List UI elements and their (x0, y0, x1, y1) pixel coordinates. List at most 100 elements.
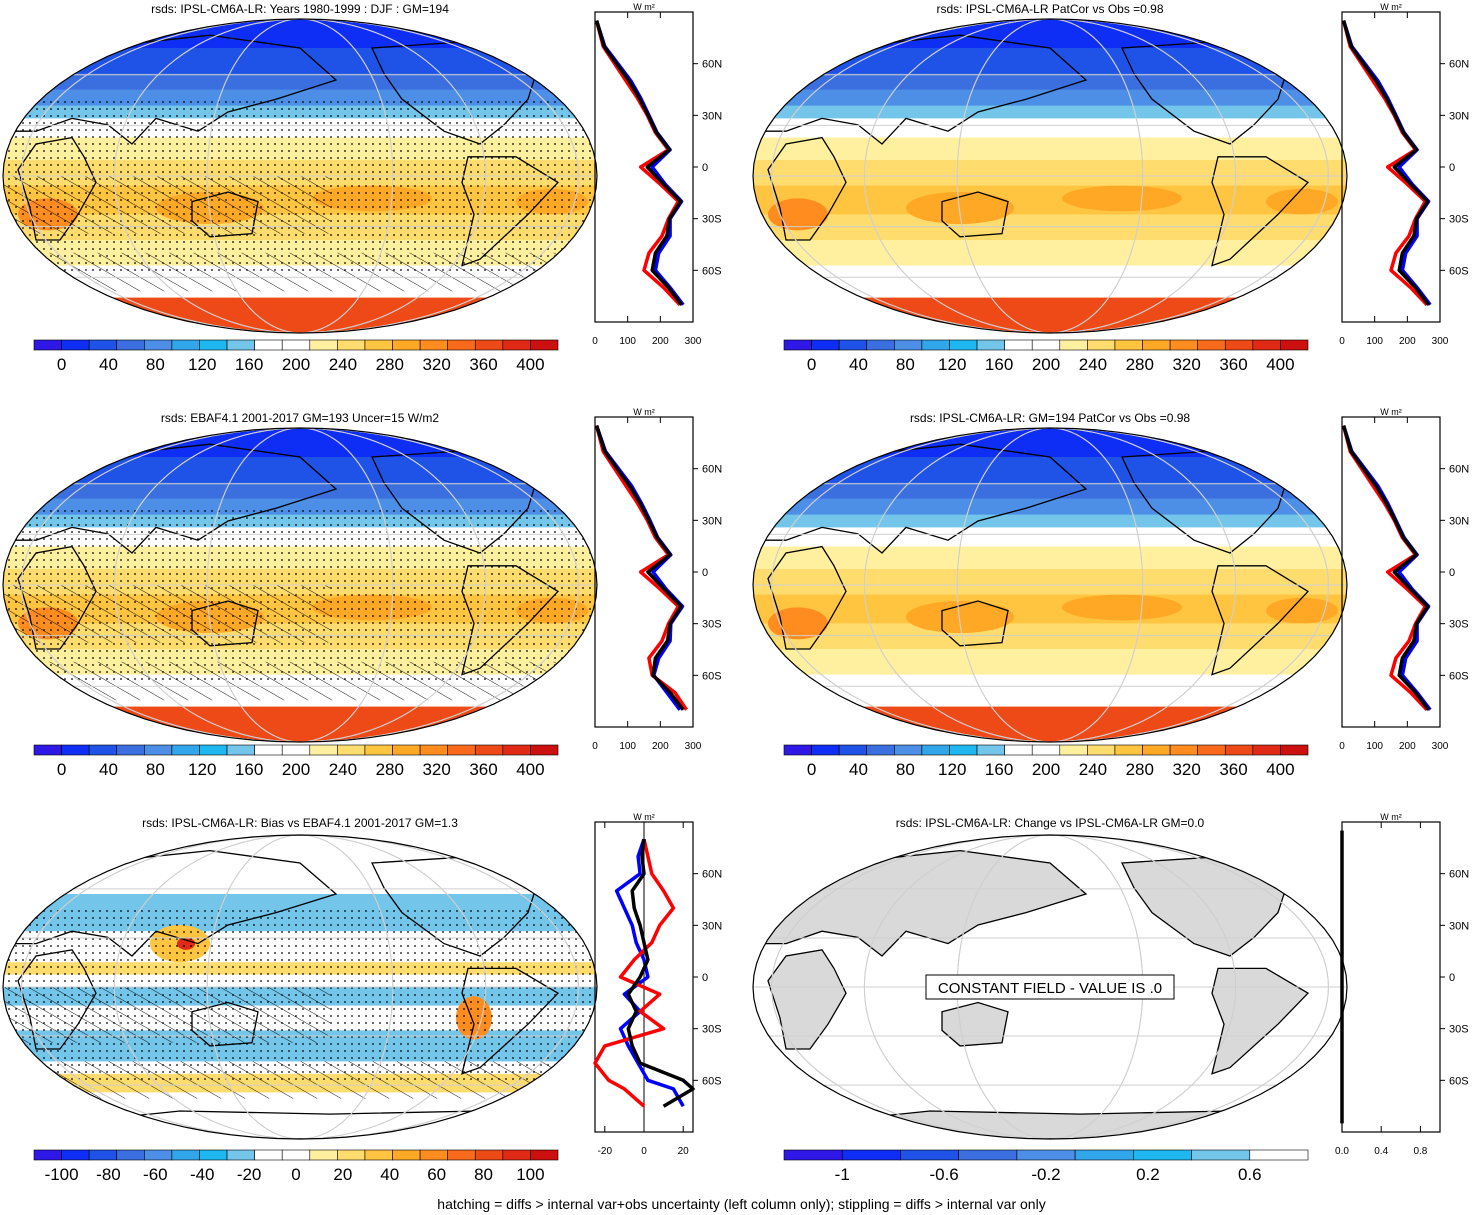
lat-label: 30S (1449, 1024, 1469, 1036)
colorbar-swatch (309, 1149, 338, 1161)
colorbar-swatch (1133, 1149, 1192, 1161)
colorbar-swatch (1224, 744, 1254, 756)
graticule-meridian (113, 428, 487, 742)
field-band (753, 89, 1347, 107)
colorbar-swatch (254, 1149, 283, 1161)
graticule-meridian (863, 835, 1237, 1139)
colorbar-swatch (530, 1149, 559, 1161)
panel-3: rsds: EBAF4.1 2001-2017 GM=193 Uncer=15 … (0, 405, 740, 805)
panel-5: rsds: IPSL-CM6A-LR: Bias vs EBAF4.1 2001… (0, 810, 740, 1195)
colorbar-swatch (838, 744, 868, 756)
colorbar-swatch (364, 339, 393, 351)
colorbar-tick-label: -20 (237, 1165, 262, 1184)
series-line-model (594, 20, 685, 306)
lat-label: 30N (1449, 515, 1469, 527)
colorbar-tick-label: 100 (516, 1165, 544, 1184)
colorbar-swatch (1169, 339, 1198, 351)
colorbar-swatch (811, 744, 840, 756)
colorbar-swatch (1114, 339, 1143, 351)
continent-outline (1211, 156, 1310, 267)
colorbar-tick-label: 400 (1266, 355, 1294, 374)
colorbar-swatch (392, 1149, 421, 1161)
panel-4: rsds: IPSL-CM6A-LR: GM=194 PatCor vs Obs… (740, 405, 1483, 805)
colorbar-swatch (502, 1149, 531, 1161)
colorbar-swatch (337, 339, 366, 351)
x-tick-label: 0.8 (1413, 1146, 1427, 1157)
colorbar-tick-label: 200 (282, 355, 310, 374)
colorbar-swatch (474, 1149, 504, 1161)
panel-1: rsds: IPSL-CM6A-LR: Years 1980-1999 : DJ… (0, 0, 740, 400)
colorbar-swatch (226, 744, 255, 756)
colorbar-tick-label: -100 (45, 1165, 79, 1184)
colorbar: 0 40 80 120 160 200 240 280 320 360 400 (33, 339, 559, 374)
panel-title: rsds: IPSL-CM6A-LR: Years 1980-1999 : DJ… (151, 2, 449, 16)
colorbar-swatch (199, 339, 228, 351)
colorbar-swatch (61, 1149, 90, 1161)
colorbar-tick-label: 0 (57, 760, 66, 779)
colorbar-swatch (337, 1149, 366, 1161)
colorbar-tick-label: 280 (1126, 355, 1154, 374)
colorbar-swatch (1114, 744, 1143, 756)
colorbar-swatch (530, 744, 559, 756)
colorbar-tick-label: 360 (1219, 760, 1247, 779)
series-line-model (1341, 20, 1432, 306)
field-band (3, 297, 597, 333)
colorbar-swatch (976, 744, 1005, 756)
x-tick-label: 200 (1399, 336, 1416, 347)
graticule-meridian (206, 19, 394, 333)
graticule-meridian (113, 19, 487, 333)
colorbar-swatch (1169, 744, 1198, 756)
colorbar-swatch (894, 339, 923, 351)
field-band (753, 457, 1347, 484)
colorbar-swatch (976, 339, 1005, 351)
field-patch (768, 607, 828, 640)
map-plot (752, 18, 1348, 334)
map-border (2, 427, 598, 743)
series-line-obs (1341, 20, 1429, 307)
graticule-meridian (956, 428, 1144, 742)
lat-label: 60S (1449, 1075, 1469, 1087)
colorbar-tick-label: 0 (291, 1165, 300, 1184)
colorbar-swatch (838, 339, 868, 351)
map-field (753, 19, 1347, 333)
lat-label: 0 (702, 162, 708, 174)
x-tick-label: 0.4 (1374, 1146, 1388, 1157)
colorbar-swatch (364, 744, 393, 756)
colorbar-tick-label: 0.2 (1136, 1165, 1160, 1184)
field-band (753, 594, 1347, 625)
series-line-obs (593, 838, 676, 1108)
x-tick-label: 100 (619, 336, 636, 347)
colorbar-swatch (474, 339, 504, 351)
x-tick-label: -20 (598, 1146, 613, 1157)
lat-label: 0 (1449, 972, 1455, 984)
field-band (3, 73, 597, 91)
colorbar-swatch (447, 339, 476, 351)
graticule-meridian (21, 19, 579, 333)
colorbar-swatch (254, 744, 283, 756)
colorbar-swatch (894, 744, 923, 756)
colorbar-swatch (1224, 339, 1254, 351)
colorbar-tick-label: 400 (516, 760, 544, 779)
zonal-mean-plot: 60N 30N 0 30S 60S 0 100 200 300 W m² (1339, 407, 1469, 752)
colorbar-swatch (1016, 1149, 1076, 1161)
series-line-mean (594, 425, 685, 711)
colorbar-swatch (783, 1149, 843, 1161)
map-border (2, 834, 598, 1140)
field-band (753, 73, 1347, 91)
field-band (753, 105, 1347, 120)
map-border (752, 834, 1348, 1140)
x-tick-label: 0 (1339, 336, 1345, 347)
colorbar-swatch (921, 339, 950, 351)
lat-label: 30S (702, 214, 722, 226)
colorbar-tick-label: 120 (938, 355, 966, 374)
field-patch (768, 198, 828, 231)
map-field (753, 428, 1347, 742)
zonal-mean-plot: 60N 30N 0 30S 60S -20 0 20 W m² (593, 812, 722, 1157)
map-plot (752, 427, 1348, 743)
colorbar-swatch (419, 339, 448, 351)
colorbar-tick-label: 120 (938, 760, 966, 779)
colorbar-tick-label: 160 (235, 760, 263, 779)
colorbar-swatch (281, 339, 311, 351)
x-tick-label: 200 (1399, 741, 1416, 752)
colorbar-swatch (1004, 339, 1033, 351)
